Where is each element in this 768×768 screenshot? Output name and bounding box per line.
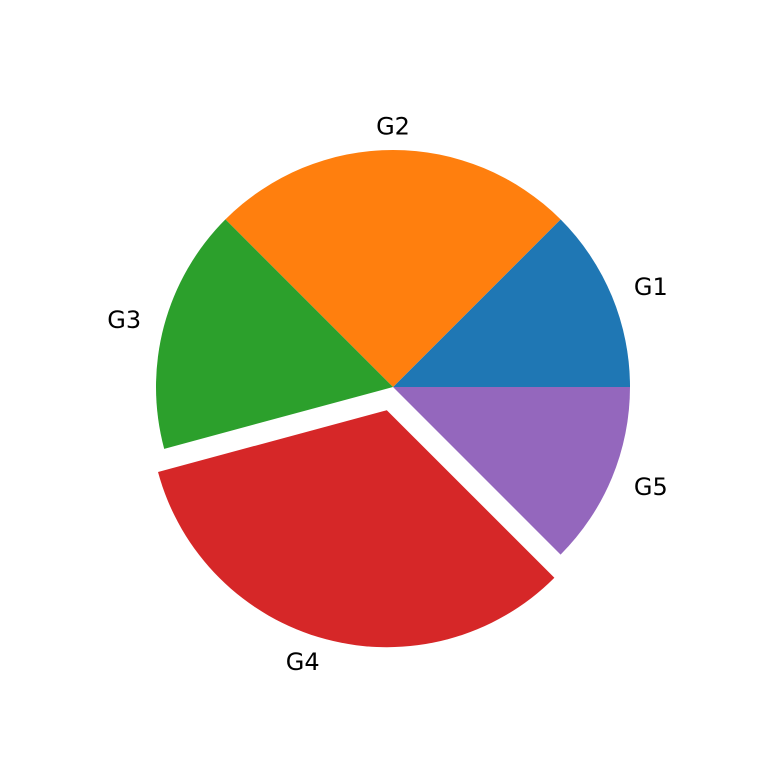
pie-label-g2: G2 [376,112,410,140]
pie-label-g3: G3 [107,306,141,334]
pie-slice-g1 [393,219,630,387]
pie-label-g4: G4 [286,648,320,676]
pie-label-g1: G1 [634,273,668,301]
pie-slice-g5 [393,387,630,555]
pie-slices [156,150,630,648]
pie-label-g5: G5 [634,473,668,501]
pie-slice-g4 [158,410,555,648]
pie-slice-g2 [225,150,561,387]
pie-slice-g3 [156,219,393,449]
pie-labels: G1 G2 G3 G4 G5 [107,112,667,676]
